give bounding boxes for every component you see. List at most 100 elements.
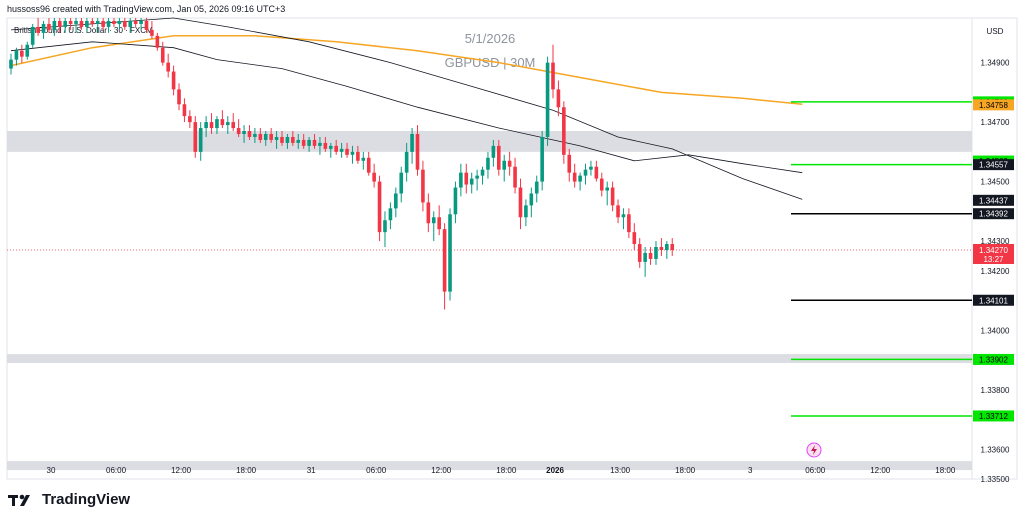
candle[interactable] — [453, 181, 458, 224]
candle[interactable] — [524, 199, 528, 227]
candle[interactable] — [204, 116, 208, 137]
zone-2[interactable] — [7, 461, 972, 471]
candle[interactable] — [605, 181, 609, 206]
candle[interactable] — [301, 133, 306, 149]
candle[interactable] — [258, 128, 263, 143]
candle[interactable] — [307, 136, 311, 152]
candle[interactable] — [291, 131, 295, 146]
candle[interactable] — [57, 18, 62, 33]
candle[interactable] — [209, 113, 214, 134]
candle[interactable] — [155, 32, 160, 51]
candle[interactable] — [545, 56, 550, 146]
candle[interactable] — [654, 241, 658, 265]
candle[interactable] — [247, 125, 252, 140]
candle[interactable] — [404, 142, 409, 182]
candle[interactable] — [486, 151, 490, 179]
candle[interactable] — [274, 131, 279, 149]
candle[interactable] — [263, 131, 268, 146]
candle[interactable] — [215, 116, 219, 134]
candle[interactable] — [399, 166, 404, 203]
candle[interactable] — [193, 116, 198, 158]
candle[interactable] — [665, 241, 669, 259]
candle[interactable] — [670, 238, 675, 256]
candle[interactable] — [627, 208, 631, 239]
candle[interactable] — [52, 18, 57, 36]
candle[interactable] — [377, 175, 382, 242]
candle[interactable] — [513, 157, 517, 194]
candle[interactable] — [226, 116, 230, 134]
candle[interactable] — [469, 172, 474, 194]
candle[interactable] — [572, 163, 577, 188]
candle[interactable] — [177, 83, 181, 111]
candle[interactable] — [318, 136, 322, 155]
candle[interactable] — [106, 18, 111, 33]
candle[interactable] — [79, 18, 84, 30]
zone-1[interactable] — [7, 354, 972, 364]
candle[interactable] — [556, 80, 561, 117]
candle[interactable] — [459, 163, 463, 197]
candle[interactable] — [507, 151, 512, 176]
candle[interactable] — [599, 172, 604, 197]
candle[interactable] — [30, 23, 35, 48]
candle[interactable] — [101, 18, 105, 30]
candle[interactable] — [475, 169, 479, 191]
candle[interactable] — [323, 136, 328, 152]
candle[interactable] — [236, 119, 241, 137]
candle[interactable] — [643, 247, 647, 277]
candle[interactable] — [85, 18, 89, 33]
candle[interactable] — [480, 166, 485, 185]
candle[interactable] — [253, 128, 257, 143]
candle[interactable] — [366, 151, 371, 176]
candle[interactable] — [41, 20, 46, 39]
candle[interactable] — [339, 142, 344, 158]
candle[interactable] — [166, 53, 170, 78]
candle[interactable] — [68, 18, 73, 30]
candle[interactable] — [14, 47, 19, 66]
candle[interactable] — [150, 20, 154, 39]
candle[interactable] — [242, 125, 246, 143]
candle[interactable] — [90, 18, 95, 27]
candle[interactable] — [171, 65, 176, 96]
candle[interactable] — [9, 53, 13, 75]
candle[interactable] — [448, 208, 452, 301]
candle[interactable] — [442, 223, 447, 310]
candle[interactable] — [345, 142, 349, 158]
candle[interactable] — [25, 41, 30, 60]
candle[interactable] — [312, 133, 317, 149]
candle[interactable] — [415, 125, 420, 176]
candle[interactable] — [551, 44, 555, 99]
candle[interactable] — [188, 110, 192, 129]
candle[interactable] — [583, 163, 588, 185]
candle[interactable] — [95, 18, 100, 33]
candle[interactable] — [182, 98, 187, 123]
candle[interactable] — [632, 223, 637, 250]
candle[interactable] — [123, 18, 127, 30]
candle[interactable] — [334, 139, 338, 155]
candle[interactable] — [567, 148, 572, 182]
candle[interactable] — [589, 160, 593, 176]
candle[interactable] — [426, 193, 431, 233]
candle[interactable] — [328, 142, 333, 158]
candle[interactable] — [437, 205, 441, 236]
candle[interactable] — [491, 139, 496, 167]
candle[interactable] — [610, 181, 615, 212]
brand[interactable]: TradingView — [8, 491, 130, 508]
candle[interactable] — [431, 211, 436, 242]
candle[interactable] — [350, 145, 355, 164]
candle[interactable] — [112, 18, 116, 27]
alert-icon[interactable] — [806, 442, 822, 458]
candle[interactable] — [117, 18, 122, 30]
candle[interactable] — [198, 122, 203, 161]
candle[interactable] — [231, 113, 236, 132]
candle[interactable] — [464, 163, 469, 194]
candle[interactable] — [421, 160, 425, 212]
candle[interactable] — [534, 175, 539, 203]
candle[interactable] — [594, 160, 599, 182]
candle[interactable] — [518, 178, 523, 230]
candle[interactable] — [410, 128, 414, 164]
candle[interactable] — [388, 202, 393, 230]
candle[interactable] — [296, 133, 301, 149]
candle[interactable] — [540, 131, 544, 191]
candle[interactable] — [133, 18, 138, 27]
